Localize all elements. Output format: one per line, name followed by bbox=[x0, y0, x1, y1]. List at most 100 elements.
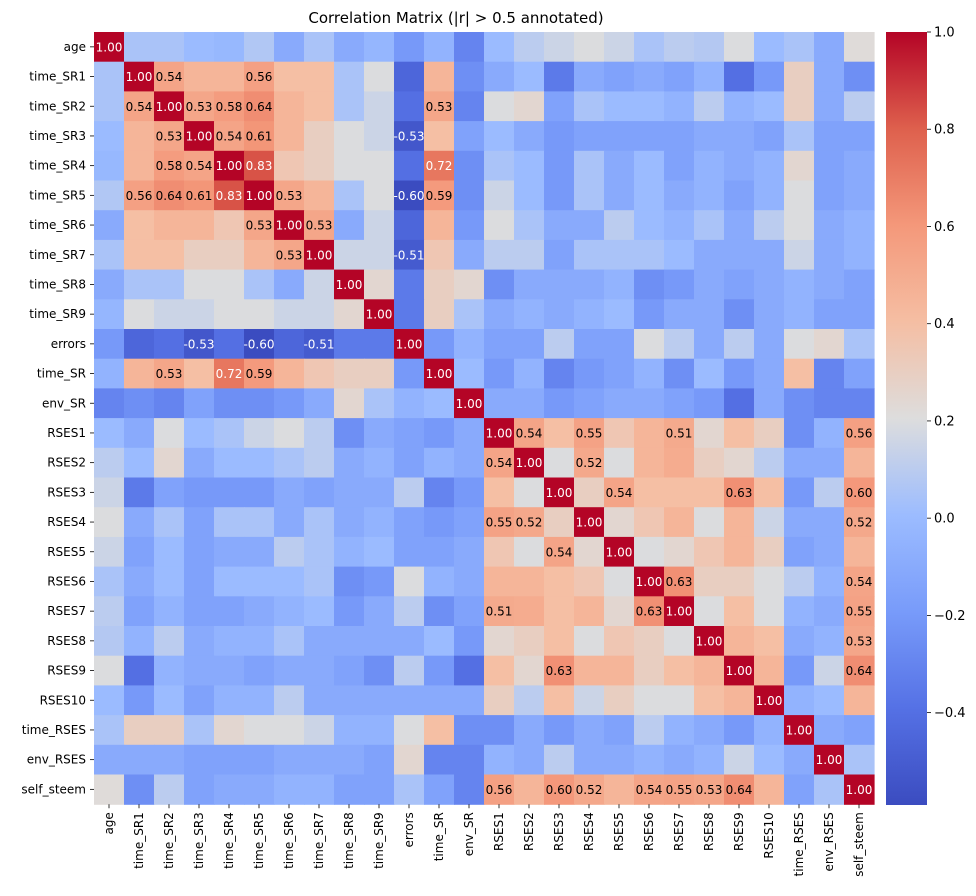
cell-annotation: 0.56 bbox=[246, 70, 273, 84]
heatmap-cell bbox=[514, 91, 545, 122]
column-label: RSES7 bbox=[672, 812, 686, 851]
heatmap-cell bbox=[364, 596, 395, 627]
heatmap-cell bbox=[214, 358, 245, 389]
heatmap-cell bbox=[784, 774, 815, 805]
heatmap-cell bbox=[724, 299, 755, 330]
cell-annotation: 1.00 bbox=[846, 783, 873, 797]
heatmap-cell bbox=[694, 447, 725, 479]
heatmap-cell bbox=[334, 358, 365, 389]
heatmap-cell bbox=[214, 418, 245, 449]
row-label: time_SR bbox=[37, 367, 86, 381]
heatmap-cell bbox=[214, 121, 245, 152]
heatmap-cell bbox=[334, 418, 365, 449]
heatmap-cell bbox=[424, 299, 455, 330]
heatmap-cell bbox=[694, 715, 725, 746]
cell-annotation: -0.53 bbox=[393, 129, 424, 143]
heatmap-cell bbox=[94, 774, 125, 805]
row-label: self_steem bbox=[21, 782, 86, 796]
heatmap-cell bbox=[484, 685, 515, 716]
heatmap-cell bbox=[664, 536, 695, 568]
heatmap-cell bbox=[574, 388, 605, 419]
heatmap-cell bbox=[574, 447, 605, 479]
row-label: errors bbox=[51, 337, 86, 351]
row-label: RSES5 bbox=[47, 545, 86, 559]
heatmap-cell bbox=[754, 418, 785, 449]
heatmap-cell bbox=[814, 507, 845, 538]
heatmap-cell bbox=[394, 269, 425, 300]
heatmap-cell bbox=[244, 239, 275, 271]
cell-annotation: 0.55 bbox=[486, 516, 513, 530]
heatmap-cell bbox=[574, 61, 605, 92]
heatmap-cell bbox=[634, 61, 665, 92]
heatmap-cell bbox=[604, 91, 635, 122]
cell-annotation: 1.00 bbox=[246, 189, 273, 203]
heatmap-cell bbox=[604, 744, 635, 776]
heatmap-cell bbox=[814, 447, 845, 479]
heatmap-cell bbox=[484, 744, 515, 776]
heatmap-cell bbox=[814, 715, 845, 746]
row-label: time_SR3 bbox=[29, 129, 86, 143]
heatmap-cell bbox=[664, 61, 695, 92]
heatmap-cell bbox=[154, 774, 185, 805]
heatmap-cell bbox=[574, 239, 605, 271]
heatmap-cell bbox=[394, 715, 425, 746]
heatmap-cell bbox=[724, 536, 755, 568]
heatmap-cell bbox=[484, 418, 515, 449]
heatmap-cell bbox=[844, 61, 875, 92]
heatmap-cell bbox=[94, 477, 125, 508]
cell-annotation: 0.59 bbox=[246, 367, 273, 381]
heatmap-cell bbox=[574, 121, 605, 152]
heatmap-cell bbox=[514, 744, 545, 776]
heatmap-cell bbox=[844, 180, 875, 211]
cell-annotation: 0.53 bbox=[156, 129, 183, 143]
heatmap-cell bbox=[244, 121, 275, 152]
heatmap-cell bbox=[484, 121, 515, 152]
heatmap-cell bbox=[604, 418, 635, 449]
row-label: RSES8 bbox=[47, 634, 86, 648]
heatmap-cell bbox=[724, 269, 755, 300]
heatmap-cell bbox=[514, 536, 545, 568]
heatmap-cell bbox=[214, 596, 245, 627]
heatmap-cell bbox=[814, 536, 845, 568]
heatmap-cell bbox=[814, 774, 845, 805]
heatmap-cell bbox=[574, 32, 605, 63]
heatmap-cell bbox=[454, 32, 485, 63]
heatmap-cell bbox=[514, 388, 545, 419]
heatmap-cell bbox=[454, 299, 485, 330]
heatmap-cell bbox=[514, 626, 545, 657]
heatmap-cell bbox=[724, 150, 755, 182]
heatmap-cell bbox=[784, 269, 815, 300]
heatmap-cell bbox=[514, 447, 545, 479]
heatmap-cell bbox=[394, 121, 425, 152]
heatmap-cell bbox=[214, 329, 245, 360]
heatmap-cell bbox=[544, 418, 575, 449]
heatmap-cell bbox=[424, 566, 455, 597]
heatmap-cell bbox=[724, 477, 755, 508]
heatmap-cell bbox=[394, 536, 425, 568]
heatmap-cell bbox=[424, 150, 455, 182]
heatmap-annotations: 1.001.00 0.54 0.560.54 1.00 0.53 0.58 0.64 0.53… bbox=[96, 40, 873, 797]
column-label: RSES8 bbox=[702, 812, 716, 851]
cell-annotation: 0.56 bbox=[486, 783, 513, 797]
heatmap-cell bbox=[274, 744, 305, 776]
heatmap-cell bbox=[154, 685, 185, 716]
heatmap-cell bbox=[334, 121, 365, 152]
heatmap-cell bbox=[154, 180, 185, 211]
cell-annotation: 0.54 bbox=[606, 486, 633, 500]
heatmap-cell bbox=[544, 744, 575, 776]
heatmap-cell bbox=[634, 269, 665, 300]
heatmap-cell bbox=[604, 774, 635, 805]
heatmap-cell bbox=[754, 477, 785, 508]
heatmap-cell bbox=[514, 32, 545, 63]
heatmap-cell bbox=[304, 715, 335, 746]
heatmap-cell bbox=[304, 447, 335, 479]
cell-annotation: 1.00 bbox=[486, 426, 513, 440]
heatmap-cell bbox=[214, 269, 245, 300]
cell-annotation: 1.00 bbox=[606, 545, 633, 559]
heatmap-cell bbox=[514, 655, 545, 686]
heatmap-cell bbox=[484, 536, 515, 568]
column-label: time_SR3 bbox=[192, 812, 206, 869]
heatmap-cell bbox=[604, 32, 635, 63]
heatmap-cell bbox=[634, 32, 665, 63]
heatmap-cell bbox=[184, 358, 215, 389]
